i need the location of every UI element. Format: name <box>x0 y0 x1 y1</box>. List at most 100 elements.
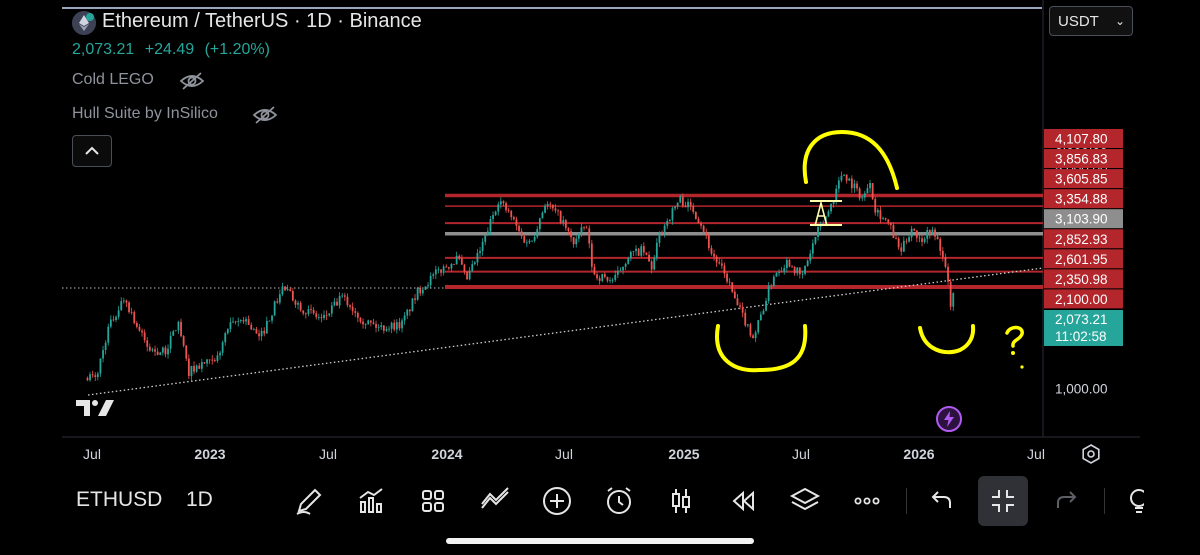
candle-body <box>336 301 338 306</box>
candle-body <box>364 324 367 326</box>
candle-body <box>853 183 856 189</box>
candle-body <box>731 282 734 292</box>
candle-body <box>918 237 921 239</box>
candle-body <box>681 196 684 206</box>
indicator-hull-suite[interactable]: Hull Suite by InSilico <box>72 105 218 122</box>
add-icon[interactable] <box>540 484 574 518</box>
toolbar-divider <box>1104 488 1105 514</box>
candle-body <box>723 265 726 274</box>
level-price-badge <box>1044 169 1123 189</box>
undo-icon[interactable] <box>924 484 958 518</box>
candles-icon[interactable] <box>664 484 698 518</box>
tradingview-logo-icon <box>76 398 116 418</box>
candle-body <box>458 255 461 259</box>
time-tick-label: Jul <box>319 446 337 462</box>
candle-body <box>728 281 731 283</box>
candle-body <box>442 266 445 273</box>
candle-body <box>130 312 133 313</box>
candle-body <box>835 188 838 201</box>
candle-body <box>169 335 172 349</box>
candle-body <box>528 240 531 243</box>
settings-icon[interactable] <box>1080 443 1102 465</box>
candle-body <box>148 346 151 351</box>
lightning-icon[interactable] <box>935 405 963 433</box>
candle-body <box>375 324 377 328</box>
candle-body <box>221 342 224 353</box>
candle-body <box>707 234 710 249</box>
replay-icon[interactable] <box>726 484 760 518</box>
candle-body <box>928 230 931 235</box>
compare-icon[interactable] <box>478 484 512 518</box>
indicator-cold-lego[interactable]: Cold LEGO <box>72 71 154 88</box>
candle-body <box>351 306 354 312</box>
candle-body <box>211 359 214 361</box>
currency-selector[interactable]: USDT ⌄ <box>1049 6 1133 36</box>
candle-body <box>328 313 331 316</box>
candle-body <box>785 260 788 269</box>
candle-body <box>434 269 437 275</box>
candle-body <box>619 270 622 272</box>
candle-body <box>941 250 944 258</box>
more-icon[interactable] <box>850 484 884 518</box>
candle-body <box>265 320 268 334</box>
level-price-text: 2,350.98 <box>1055 272 1108 287</box>
candle-body <box>796 267 799 274</box>
candle-body <box>671 208 674 220</box>
pencil-icon[interactable] <box>292 484 326 518</box>
candle-body <box>216 355 219 361</box>
candle-body <box>109 319 112 327</box>
candle-body <box>840 175 843 181</box>
candle-body <box>622 266 624 271</box>
candle-body <box>588 228 591 244</box>
candle-body <box>502 201 505 204</box>
symbol-title[interactable]: Ethereum / TetherUS · 1D · Binance <box>102 10 422 32</box>
candle-body <box>440 269 442 273</box>
candle-body <box>174 330 177 332</box>
home-indicator[interactable] <box>446 538 754 544</box>
candle-body <box>312 309 315 314</box>
candle-body <box>156 351 159 355</box>
indicators-icon[interactable] <box>354 484 388 518</box>
trendline <box>87 267 1044 396</box>
candle-body <box>905 240 908 242</box>
candle-body <box>401 320 403 329</box>
redo-icon[interactable] <box>1050 484 1084 518</box>
symbol-button[interactable]: ETHUSD <box>76 488 163 511</box>
candle-body <box>96 373 99 378</box>
candle-body <box>411 298 414 312</box>
candle-body <box>330 305 333 314</box>
candle-body <box>871 183 874 199</box>
candle-body <box>115 316 117 321</box>
layouts-icon[interactable] <box>416 484 450 518</box>
candle-body <box>395 322 398 330</box>
candle-body <box>544 205 546 213</box>
price-tick-label: 1,000.00 <box>1055 381 1108 396</box>
collapse-legend-button[interactable] <box>72 135 112 167</box>
eye-off-icon[interactable] <box>252 105 278 125</box>
eye-off-icon[interactable] <box>179 71 205 91</box>
layers-icon[interactable] <box>788 484 822 518</box>
candle-body <box>86 377 89 381</box>
candle-body <box>278 294 281 303</box>
alert-icon[interactable] <box>602 484 636 518</box>
candle-body <box>778 272 780 274</box>
candle-body <box>780 271 783 273</box>
timeframe-button[interactable]: 1D <box>186 488 213 511</box>
candle-body <box>879 210 882 219</box>
level-price-badge <box>1044 289 1123 309</box>
candle-body <box>125 300 128 303</box>
candle-body <box>757 320 760 333</box>
candle-body <box>830 204 832 212</box>
candle-body <box>863 193 866 198</box>
idea-icon[interactable] <box>1122 484 1144 518</box>
bracket-letter <box>814 199 828 227</box>
candle-body <box>424 286 427 290</box>
candle-body <box>754 332 757 339</box>
current-price-badge <box>1044 310 1123 346</box>
fullscreen-exit-button[interactable] <box>978 476 1028 526</box>
candle-body <box>702 225 705 232</box>
candle-body <box>806 260 809 267</box>
candle-body <box>164 347 167 355</box>
